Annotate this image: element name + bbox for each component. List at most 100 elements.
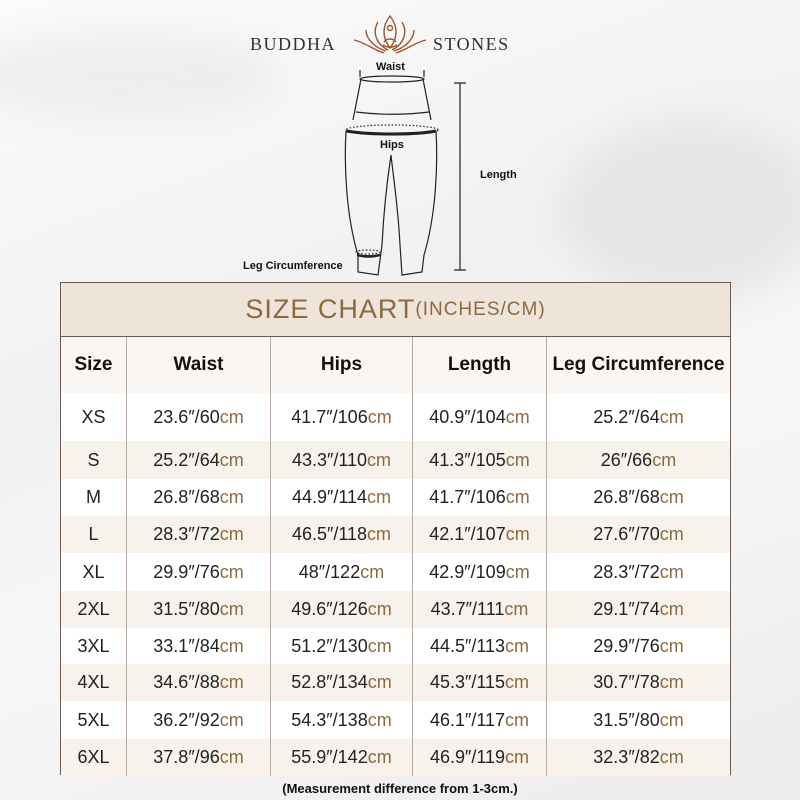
unit-label: cm <box>505 635 530 656</box>
cell-length: 46.1″/117 cm <box>412 701 546 739</box>
cell-waist: 31.5″/80 cm <box>126 591 270 628</box>
unit-label: cm <box>219 709 244 730</box>
table-row: XL 29.9″/76 cm 48″/122 cm 42.9″/109 cm 28.3″/72… <box>61 553 730 591</box>
cell-size: XL <box>61 553 126 591</box>
unit-label: cm <box>360 561 385 582</box>
unit-label: cm <box>219 561 244 582</box>
cell-length: 42.9″/109 cm <box>412 553 546 591</box>
waist-value: 36.2″/92 <box>153 709 220 730</box>
unit-label: cm <box>367 524 392 544</box>
leg-value: 32.3″/82 <box>593 747 660 767</box>
leg-value: 27.6″/70 <box>593 524 660 544</box>
unit-label: cm <box>659 635 684 656</box>
hips-value: 44.9″/114 <box>291 487 368 507</box>
cell-waist: 26.8″/68 cm <box>126 479 270 516</box>
header-waist: Waist <box>126 337 270 393</box>
header-hips: Hips <box>270 337 412 393</box>
length-value: 46.9″/119 <box>429 747 506 767</box>
cell-size: 2XL <box>61 591 126 628</box>
unit-label: cm <box>505 524 530 544</box>
cell-size: L <box>61 516 126 553</box>
cell-leg: 30.7″/78 cm <box>546 664 730 701</box>
header-size: Size <box>74 354 113 375</box>
unit-label: cm <box>505 747 530 767</box>
brand-right: STONES <box>433 34 510 54</box>
unit-label: cm <box>659 524 684 544</box>
cell-hips: 55.9″/142 cm <box>270 739 412 776</box>
hips-value: 54.3″/138 <box>291 709 368 730</box>
title-units: (INCHES/CM) <box>415 298 546 320</box>
unit-label: cm <box>219 449 244 470</box>
length-value: 41.7″/106 <box>429 487 506 507</box>
table-row: 6XL 37.8″/96 cm 55.9″/142 cm 46.9″/119 cm 32.3″… <box>61 739 730 776</box>
unit-label: cm <box>219 599 244 619</box>
header-length: Length <box>412 337 546 393</box>
unit-label: cm <box>367 635 392 656</box>
leg-value: 25.2″/64 <box>593 406 660 427</box>
cell-leg: 25.2″/64 cm <box>546 393 730 441</box>
cell-length: 44.5″/113 cm <box>412 628 546 664</box>
unit-label: cm <box>659 747 684 767</box>
cell-size: XS <box>61 393 126 441</box>
hips-label: Hips <box>380 139 404 151</box>
hips-value: 46.5″/118 <box>291 524 368 544</box>
unit-label: cm <box>367 709 392 730</box>
size-chart-title: SIZE CHART (INCHES/CM) <box>61 283 730 337</box>
unit-label: cm <box>504 599 529 619</box>
cell-waist: 29.9″/76 cm <box>126 553 270 591</box>
waist-value: 28.3″/72 <box>153 524 220 544</box>
cell-size: M <box>61 479 126 516</box>
header-leg: Leg Circumference <box>546 337 730 393</box>
cell-leg: 27.6″/70 cm <box>546 516 730 553</box>
table-row: M 26.8″/68 cm 44.9″/114 cm 41.7″/106 cm 26.8″/6… <box>61 479 730 516</box>
unit-label: cm <box>367 487 392 507</box>
size-value: 3XL <box>77 635 110 656</box>
unit-label: cm <box>219 487 244 507</box>
length-value: 46.1″/117 <box>429 709 506 730</box>
unit-label: cm <box>505 561 530 582</box>
unit-label: cm <box>505 672 530 692</box>
cell-leg: 28.3″/72 cm <box>546 553 730 591</box>
table-row: XS 23.6″/60 cm 41.7″/106 cm 40.9″/104 cm 25.2″/… <box>61 393 730 441</box>
title-text: SIZE CHART <box>245 294 416 324</box>
unit-label: cm <box>367 672 392 692</box>
cell-size: 6XL <box>61 739 126 776</box>
cell-hips: 51.2″/130 cm <box>270 628 412 664</box>
cell-hips: 46.5″/118 cm <box>270 516 412 553</box>
size-chart-table: SIZE CHART (INCHES/CM) Size Waist Hips Le… <box>60 282 731 776</box>
cell-hips: 44.9″/114 cm <box>270 479 412 516</box>
length-value: 42.9″/109 <box>429 561 506 582</box>
unit-label: cm <box>659 599 684 619</box>
lotus-meditation-icon <box>353 14 427 54</box>
unit-label: cm <box>367 599 392 619</box>
size-value: S <box>87 449 100 470</box>
waist-value: 34.6″/88 <box>153 672 220 692</box>
cell-length: 46.9″/119 cm <box>412 739 546 776</box>
unit-label: cm <box>659 406 684 427</box>
unit-label: cm <box>219 672 244 692</box>
unit-label: cm <box>659 709 684 730</box>
hips-value: 41.7″/106 <box>291 406 368 427</box>
background-mist <box>0 30 280 120</box>
cell-waist: 28.3″/72 cm <box>126 516 270 553</box>
leg-value: 29.9″/76 <box>593 635 660 656</box>
cell-waist: 33.1″/84 cm <box>126 628 270 664</box>
leg-value: 29.1″/74 <box>593 599 660 619</box>
cell-length: 41.3″/105 cm <box>412 441 546 479</box>
unit-label: cm <box>367 406 392 427</box>
size-value: 5XL <box>77 709 110 730</box>
length-value: 45.3″/115 <box>429 672 506 692</box>
cell-leg: 31.5″/80 cm <box>546 701 730 739</box>
unit-label: cm <box>219 747 244 767</box>
leg-value: 30.7″/78 <box>593 672 660 692</box>
size-value: 4XL <box>77 672 110 692</box>
hips-value: 43.3″/110 <box>291 449 368 470</box>
unit-label: cm <box>652 449 677 470</box>
cell-length: 41.7″/106 cm <box>412 479 546 516</box>
cell-hips: 41.7″/106 cm <box>270 393 412 441</box>
unit-label: cm <box>505 487 530 507</box>
cell-hips: 52.8″/134 cm <box>270 664 412 701</box>
unit-label: cm <box>505 406 530 427</box>
unit-label: cm <box>505 709 530 730</box>
hips-value: 48″/122 <box>298 561 361 582</box>
